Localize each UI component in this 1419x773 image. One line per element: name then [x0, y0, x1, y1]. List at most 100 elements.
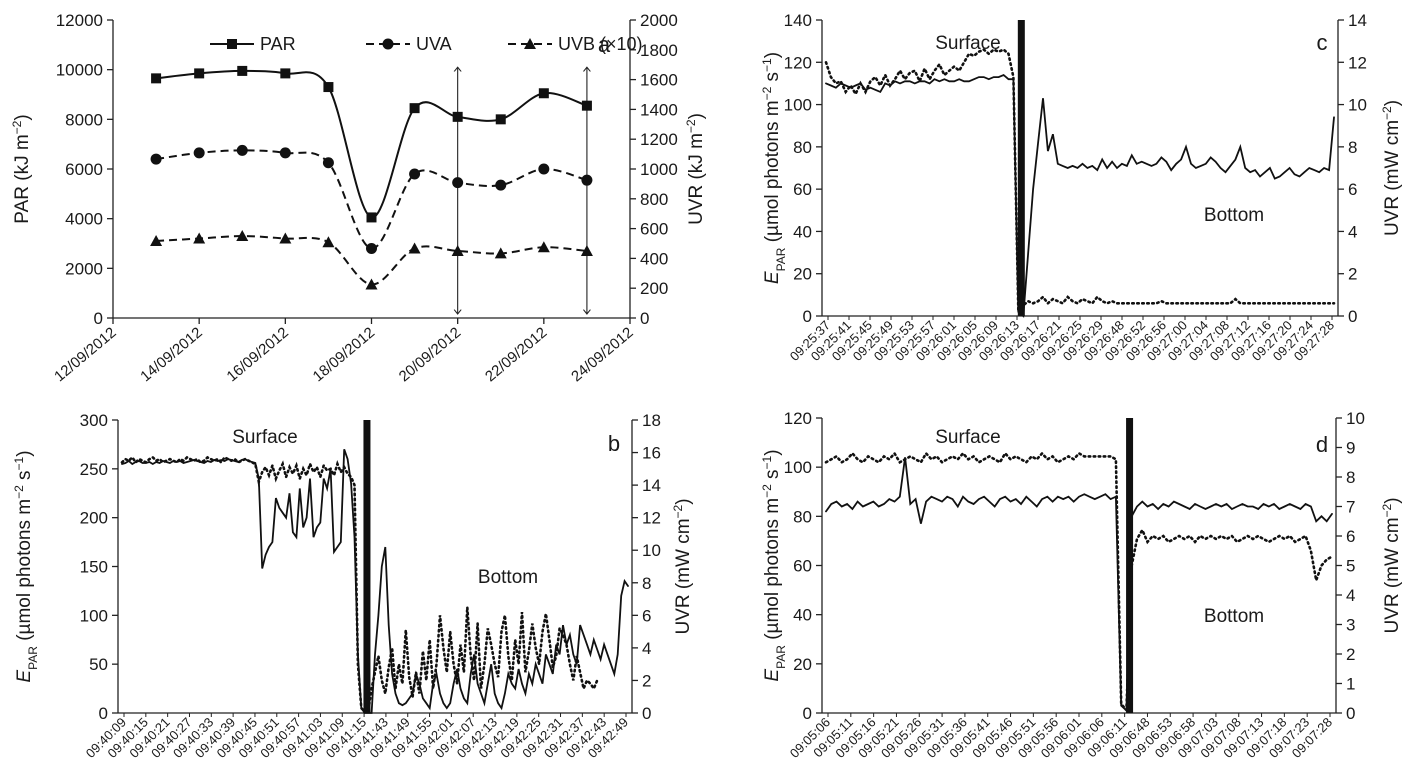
y-axis-title-right-group: UVR (mW cm−2)	[1380, 497, 1403, 633]
data-point-circle	[538, 163, 550, 175]
y-tick-label-left: 4000	[65, 210, 103, 229]
data-point-circle	[452, 177, 464, 189]
y-tick-label-right: 7	[1346, 498, 1355, 517]
panel-letter: c	[1317, 30, 1328, 55]
y-tick-label-right: 1400	[640, 100, 678, 119]
data-point-triangle	[408, 242, 421, 254]
y-tick-label-right: 4	[642, 639, 651, 658]
y-tick-label-right: 8	[1348, 138, 1357, 157]
y-tick-label-left: 0	[803, 704, 812, 723]
y-tick-label-left: 50	[89, 655, 108, 674]
y-tick-label-left: 60	[793, 180, 812, 199]
data-point-square	[194, 68, 205, 79]
y-tick-label-right: 1000	[640, 160, 678, 179]
data-point-circle	[279, 147, 291, 159]
x-tick-label: 24/09/2012	[568, 324, 636, 385]
y-tick-label-right: 12	[1348, 53, 1367, 72]
data-point-square	[237, 65, 248, 76]
gap-bar	[363, 420, 371, 713]
y-tick-label-left: 100	[784, 96, 812, 115]
y-tick-label-right: 8	[642, 574, 651, 593]
label-surface: Surface	[935, 427, 1000, 448]
y-tick-label-right: 2000	[640, 11, 678, 30]
y-tick-label-left: 0	[803, 307, 812, 326]
data-point-circle	[322, 157, 334, 169]
y-tick-label-right: 18	[642, 411, 661, 430]
y-axis-title-right-group: UVR (mW cm−2)	[1380, 100, 1403, 236]
y-tick-label-right: 10	[642, 541, 661, 560]
data-point-triangle	[236, 230, 249, 242]
y-tick-label-right: 3	[1346, 616, 1355, 635]
data-point-square	[409, 103, 420, 114]
y-tick-label-right: 1600	[640, 71, 678, 90]
data-point-square	[538, 88, 549, 99]
y-axis-title-left: EPAR (µmol photons m−2 s−1)	[12, 450, 40, 682]
legend-label: UVA	[416, 34, 452, 54]
y-tick-label-left: 10000	[56, 61, 103, 80]
y-tick-label-right: 4	[1346, 586, 1355, 605]
y-axis-title-right-group: UVR (kJ m−2)	[684, 113, 707, 225]
y-tick-label-right: 8	[1346, 468, 1355, 487]
gap-bar	[1017, 20, 1025, 316]
y-tick-label-left: 80	[793, 138, 812, 157]
y-axis-title-right: UVR (mW cm−2)	[1380, 497, 1403, 633]
x-tick-label: 12/09/2012	[51, 324, 119, 385]
y-axis-title-left: PAR (kJ m−2)	[10, 114, 33, 223]
y-axis-title-left-group: EPAR (µmol photons m−2 s−1)	[760, 52, 788, 284]
y-tick-label-left: 120	[784, 409, 812, 428]
series-line-dotted	[824, 48, 1336, 313]
legend-label: PAR	[260, 34, 296, 54]
label-surface: Surface	[232, 427, 297, 448]
y-tick-label-left: 80	[793, 507, 812, 526]
label-bottom: Bottom	[1204, 205, 1264, 226]
y-tick-label-right: 2	[1346, 645, 1355, 664]
y-tick-label-left: 300	[80, 411, 108, 430]
series-line-solid	[825, 457, 1333, 713]
label-bottom: Bottom	[478, 567, 538, 588]
y-tick-label-right: 2	[642, 671, 651, 690]
series-line-solid	[825, 73, 1335, 318]
y-tick-label-left: 40	[793, 222, 812, 241]
label-surface: Surface	[935, 33, 1000, 54]
y-tick-label-right: 16	[642, 444, 661, 463]
y-tick-label-left: 20	[793, 265, 812, 284]
data-point-triangle	[537, 241, 550, 253]
x-tick-label: 14/09/2012	[137, 324, 205, 385]
panel-b: 05010015020025030002468101214161809:40:0…	[12, 411, 694, 761]
y-tick-label-right: 6	[1346, 527, 1355, 546]
y-tick-label-right: 14	[1348, 11, 1367, 30]
y-tick-label-left: 100	[80, 606, 108, 625]
data-point-square	[366, 212, 377, 223]
y-tick-label-right: 1800	[640, 41, 678, 60]
y-axis-title-left-group: EPAR (µmol photons m−2 s−1)	[760, 449, 788, 681]
y-tick-label-right: 600	[640, 220, 668, 239]
data-point-circle	[150, 153, 162, 165]
data-point-triangle	[279, 232, 292, 244]
data-point-square	[581, 100, 592, 111]
legend-marker-triangle	[524, 38, 536, 49]
y-tick-label-right: 200	[640, 279, 668, 298]
y-axis-title-left: EPAR (µmol photons m−2 s−1)	[760, 52, 788, 284]
y-tick-label-left: 12000	[56, 11, 103, 30]
y-tick-label-left: 120	[784, 53, 812, 72]
y-tick-label-right: 5	[1346, 557, 1355, 576]
series-line-square	[155, 69, 588, 219]
series-line-dotted	[120, 455, 599, 713]
y-tick-label-left: 8000	[65, 110, 103, 129]
y-tick-label-right: 6	[1348, 180, 1357, 199]
x-tick-label: 20/09/2012	[396, 324, 464, 385]
y-tick-label-left: 140	[784, 11, 812, 30]
panel-c: 0204060801001201400246810121409:25:3709:…	[760, 11, 1403, 364]
panel-letter: d	[1316, 432, 1328, 457]
data-point-triangle	[494, 247, 507, 259]
y-tick-label-right: 0	[642, 704, 651, 723]
x-tick-label: 16/09/2012	[223, 324, 291, 385]
y-tick-label-right: 12	[642, 509, 661, 528]
panel-a: 0 2000 4000 6000 8000 10000 12000 0 200 400 600 800…	[10, 11, 707, 385]
data-point-circle	[581, 174, 593, 186]
y-tick-label-left: 60	[793, 557, 812, 576]
y-tick-label-left: 250	[80, 460, 108, 479]
data-point-square	[280, 68, 291, 79]
data-point-triangle	[451, 244, 464, 256]
y-tick-label-left: 20	[793, 655, 812, 674]
